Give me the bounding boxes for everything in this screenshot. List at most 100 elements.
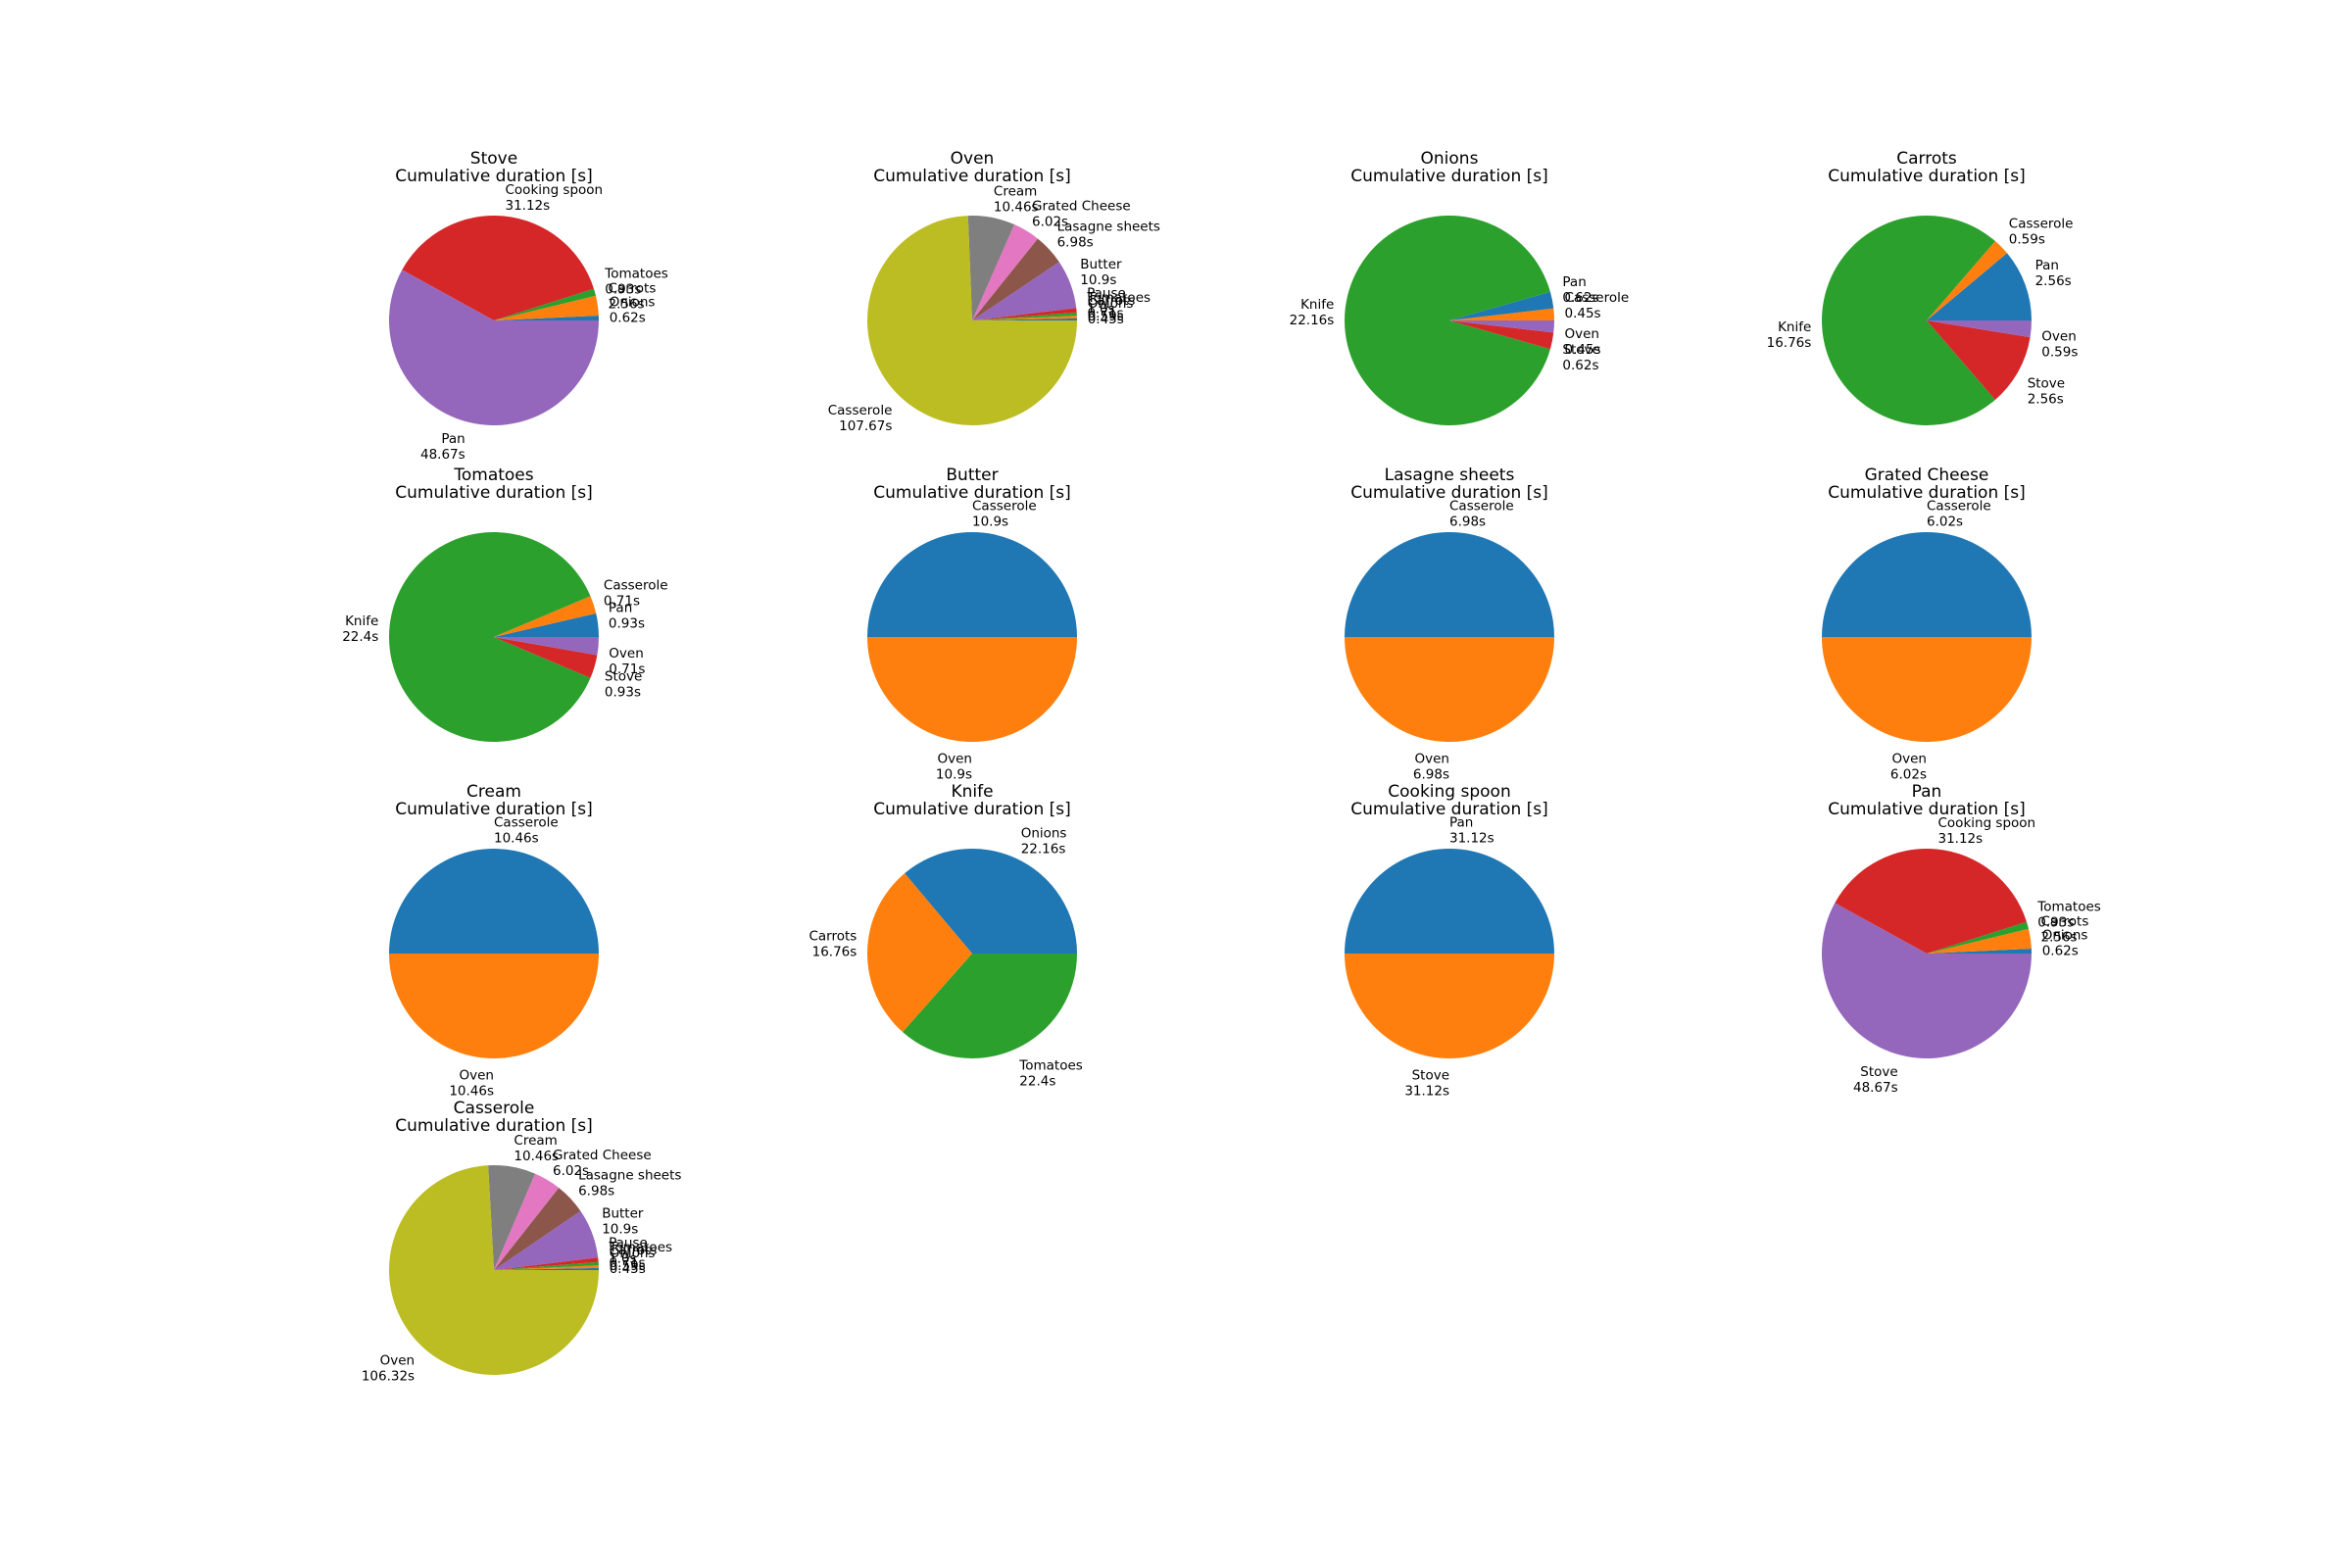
- pie-slice-pan: [389, 270, 599, 426]
- pie-slice-pause: [972, 308, 1077, 320]
- slice-label: Butter: [602, 1206, 644, 1222]
- slice-value-label: 106.32s: [362, 1369, 415, 1385]
- pie-slice-casserole: [1345, 532, 1554, 637]
- slice-value-label: 0.71s: [610, 1255, 646, 1271]
- slice-value-label: 2.56s: [2028, 391, 2064, 407]
- pie-slice-pan: [1345, 849, 1554, 954]
- slice-value-label: 10.9s: [1080, 272, 1116, 288]
- slice-label: Casserole: [828, 403, 893, 418]
- slice-label: Butter: [1080, 257, 1122, 272]
- slice-value-label: 6.98s: [1449, 514, 1486, 529]
- slice-value-label: 10.46s: [514, 1149, 559, 1164]
- pie-slice-stove: [494, 637, 598, 678]
- slice-value-label: 16.76s: [1767, 335, 1812, 351]
- slice-value-label: 48.67s: [1853, 1080, 1898, 1096]
- slice-value-label: 1.0s: [1087, 302, 1115, 318]
- chart-subtitle: Cumulative duration [s]: [1350, 800, 1548, 819]
- slice-label: Oven: [938, 752, 972, 767]
- slice-label: Pan: [1449, 814, 1473, 830]
- pie-slice-oven: [389, 954, 599, 1058]
- pie-slice-tomatoes: [494, 288, 596, 320]
- slice-label: Carrots: [2041, 913, 2089, 929]
- chart-subtitle: Cumulative duration [s]: [395, 167, 593, 186]
- chart-title: Onions: [1421, 149, 1479, 169]
- slice-label: Tomatoes: [2036, 899, 2101, 914]
- slice-value-label: 6.02s: [553, 1163, 589, 1179]
- chart-title: Casserole: [454, 1099, 535, 1118]
- pie-slice-grated-cheese: [494, 1173, 560, 1270]
- slice-value-label: 0.59s: [2041, 345, 2078, 361]
- slice-label: Onions: [610, 294, 656, 310]
- slice-label: Oven: [609, 646, 643, 662]
- slice-value-label: 0.62s: [1562, 358, 1598, 373]
- slice-value-label: 6.02s: [1927, 514, 1963, 529]
- slice-value-label: 22.4s: [1019, 1073, 1055, 1089]
- slice-value-label: 0.45s: [1565, 342, 1601, 358]
- slice-value-label: 48.67s: [420, 447, 466, 463]
- pie-slice-cooking-spoon: [1835, 849, 2027, 954]
- slice-label: Casserole: [494, 814, 559, 830]
- pie-slice-casserole: [1927, 241, 2008, 320]
- slice-value-label: 0.59s: [2009, 231, 2045, 247]
- pie-slice-oven: [867, 637, 1077, 742]
- chart-subtitle: Cumulative duration [s]: [1828, 167, 2026, 186]
- slice-label: Tomatoes: [1087, 290, 1152, 306]
- slice-value-label: 0.71s: [1088, 306, 1124, 321]
- slice-label: Onions: [2042, 927, 2088, 943]
- chart-subtitle: Cumulative duration [s]: [873, 167, 1071, 186]
- pie-slice-oven: [1449, 320, 1554, 333]
- chart-title: Stove: [470, 149, 517, 169]
- slice-label: Stove: [1412, 1068, 1449, 1084]
- slice-value-label: 22.4s: [342, 629, 378, 645]
- slice-value-label: 6.02s: [1032, 214, 1068, 229]
- slice-value-label: 31.12s: [1404, 1084, 1449, 1100]
- pie-slice-casserole: [866, 216, 1077, 425]
- pie-slice-oven: [494, 637, 599, 656]
- slice-label: Grated Cheese: [553, 1148, 652, 1163]
- slice-label: Cooking spoon: [506, 182, 604, 198]
- slice-label: Cooking spoon: [1938, 815, 2036, 831]
- slice-value-label: 0.62s: [610, 310, 646, 325]
- chart-title: Tomatoes: [453, 466, 533, 485]
- pie-slice-pan: [1927, 253, 2032, 320]
- slice-value-label: 0.93s: [605, 684, 641, 700]
- slice-value-label: 31.12s: [506, 198, 551, 214]
- slice-label: Pause: [609, 1235, 648, 1250]
- pie-slice-carrots: [866, 873, 972, 1033]
- pie-slice-tomatoes: [972, 312, 1077, 320]
- chart-title: Carrots: [1896, 149, 1957, 169]
- pie-slice-stove: [1822, 903, 2032, 1059]
- slice-label: Casserole: [604, 578, 668, 594]
- slice-label: Oven: [1565, 326, 1599, 342]
- slice-value-label: 16.76s: [812, 945, 858, 960]
- slice-label: Tomatoes: [1018, 1057, 1083, 1073]
- slice-label: Tomatoes: [604, 266, 668, 281]
- slice-label: Knife: [1300, 297, 1334, 313]
- slice-value-label: 0.71s: [604, 594, 640, 610]
- slice-value-label: 31.12s: [1449, 830, 1494, 846]
- slice-value-label: 2.56s: [2041, 929, 2078, 945]
- slice-label: Oven: [380, 1353, 415, 1369]
- pie-slice-tomatoes: [903, 954, 1077, 1059]
- slice-label: Casserole: [972, 498, 1037, 514]
- pie-slice-tomatoes: [1927, 921, 2029, 954]
- pie-slice-carrots: [1927, 928, 2032, 954]
- slice-label: Knife: [1778, 319, 1811, 335]
- pie-slice-casserole: [867, 532, 1077, 637]
- chart-subtitle: Cumulative duration [s]: [1828, 800, 2026, 819]
- slice-value-label: 0.62s: [1562, 290, 1598, 306]
- pie-slice-pan: [1449, 291, 1554, 320]
- pie-slice-oven: [1822, 637, 2032, 742]
- pie-slice-pan: [494, 612, 599, 637]
- chart-title: Cream: [466, 782, 521, 802]
